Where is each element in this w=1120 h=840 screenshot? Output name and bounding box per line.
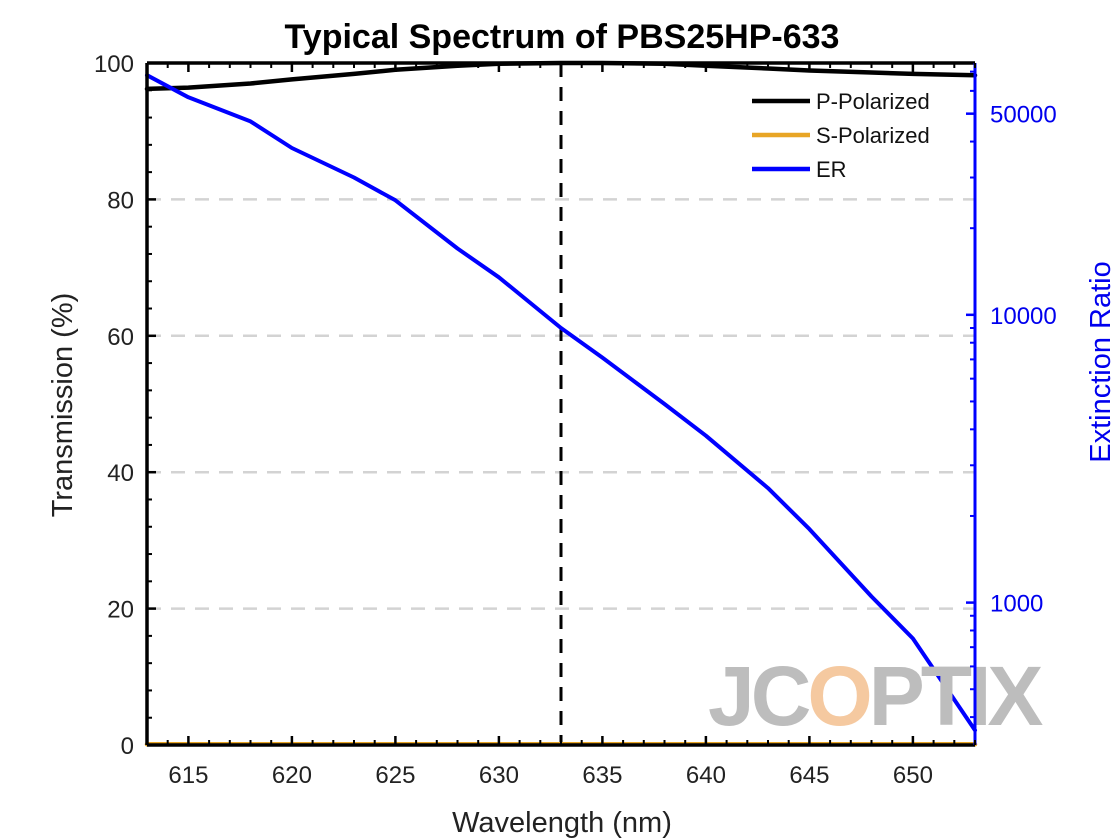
- x-tick-label: 650: [893, 762, 933, 789]
- y2-tick-label: 10000: [990, 303, 1057, 330]
- series-er-line: [145, 73, 977, 733]
- svg-text:JCOPTIX: JCOPTIX: [708, 649, 1043, 743]
- y-tick-label: 100: [94, 51, 134, 78]
- y-tick-label: 20: [107, 597, 134, 624]
- x-axis-label: Wavelength (nm): [452, 807, 672, 839]
- y2-tick-label: 50000: [990, 102, 1057, 129]
- x-tick-label: 620: [272, 762, 312, 789]
- x-tick-label: 615: [168, 762, 208, 789]
- y2-axis-label: Extinction Ratio: [1085, 261, 1117, 463]
- chart-title: Typical Spectrum of PBS25HP-633: [285, 18, 840, 56]
- watermark: JCOPTIX: [708, 649, 1047, 743]
- legend: P-Polarized S-Polarized ER: [752, 89, 930, 182]
- watermark-text-end: PTIX: [869, 649, 1044, 743]
- axes-layer: 615 620 625 630 635 640 645 650 0 20 40 60 80 100 1000…: [94, 51, 1057, 789]
- x-tick-label: 640: [686, 762, 726, 789]
- x-tick-label: 625: [375, 762, 415, 789]
- watermark-text-start: JC: [708, 649, 810, 743]
- y-tick-label: 40: [107, 460, 134, 487]
- legend-label-p-polarized: P-Polarized: [816, 89, 930, 114]
- x-tick-label: 635: [582, 762, 622, 789]
- y2-tick-label: 1000: [990, 591, 1043, 618]
- x-tick-label: 645: [789, 762, 829, 789]
- legend-label-s-polarized: S-Polarized: [816, 123, 930, 148]
- y-tick-label: 60: [107, 324, 134, 351]
- y-axis-label: Transmission (%): [47, 293, 79, 518]
- y-tick-label: 0: [121, 733, 134, 760]
- watermark-text-highlight: O: [807, 649, 869, 743]
- legend-label-er: ER: [816, 157, 847, 182]
- x-tick-label: 630: [479, 762, 519, 789]
- y-tick-label: 80: [107, 187, 134, 214]
